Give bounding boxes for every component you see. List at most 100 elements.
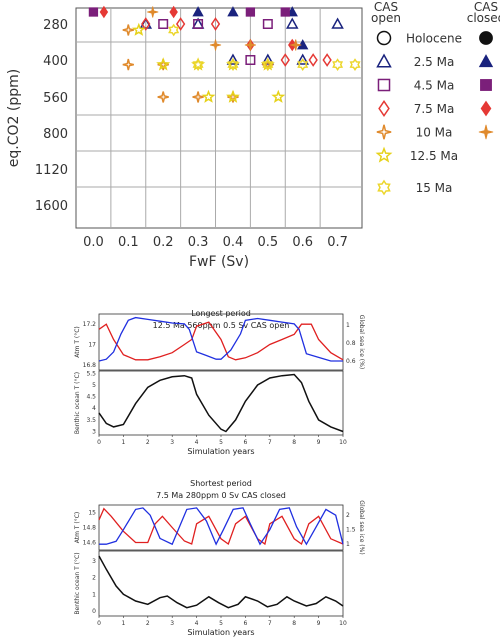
x-tick-label: 0 [97, 439, 101, 446]
x-tick-label: 0.7 [327, 235, 348, 250]
x-tick-label: 8 [292, 620, 296, 627]
data-point [158, 19, 169, 29]
right-tick-label: 0.6 [346, 358, 356, 365]
x-tick-label: 9 [317, 439, 321, 446]
left-tick-label: 14.8 [83, 525, 97, 532]
data-point [192, 58, 204, 71]
left-tick-label: 14.6 [83, 540, 97, 547]
data-point [322, 53, 332, 67]
data-point [192, 91, 204, 103]
data-point [280, 53, 290, 67]
top-right-axis-label: Global sea ice (%) [358, 315, 365, 369]
right-tick-label: 1 [346, 322, 350, 329]
panel-subtitle: 7.5 Ma 280ppm 0 Sv CAS closed [156, 491, 286, 500]
data-point [262, 58, 274, 71]
data-point [226, 53, 240, 65]
data-point [209, 39, 222, 51]
x-tick-label: 7 [268, 439, 272, 446]
y-tick-label: 1600 [35, 199, 68, 214]
data-point [271, 89, 286, 103]
bottom-tick-label: 2 [92, 575, 96, 582]
bottom-tick-label: 1 [92, 591, 96, 598]
data-point [244, 39, 256, 51]
data-point [261, 53, 275, 65]
legend-label: 4.5 Ma [414, 79, 455, 93]
data-point [193, 19, 204, 29]
data-point [280, 7, 290, 17]
data-point [245, 55, 256, 65]
panel-title: Shortest period [190, 479, 252, 488]
data-point [131, 22, 146, 36]
right-tick-label: 1.5 [346, 527, 356, 534]
data-point [331, 17, 344, 29]
data-point [285, 17, 299, 29]
x-tick-label: 0.5 [257, 235, 278, 250]
x-tick-label: 1 [121, 620, 125, 627]
data-point [226, 89, 240, 103]
bottom-tick-label: 4.5 [86, 394, 96, 401]
x-tick-label: 0.4 [223, 235, 244, 250]
x-tick-label: 2 [146, 620, 150, 627]
data-point [175, 17, 186, 31]
legend-label: 7.5 Ma [414, 102, 455, 116]
data-point [332, 58, 344, 71]
left-tick-label: 15 [88, 510, 96, 517]
legend-marker-open [377, 78, 391, 92]
data-point [262, 19, 273, 29]
right-tick-label: 2 [346, 512, 350, 519]
x-tick-label: 10 [339, 620, 347, 627]
data-point [227, 58, 239, 71]
top-panel-frame [98, 313, 344, 371]
plot-frame [75, 7, 363, 229]
data-point [296, 53, 309, 65]
x-tick-label: 10 [339, 439, 347, 446]
bottom-tick-label: 3.5 [86, 417, 96, 424]
bottom-tick-label: 0 [92, 608, 96, 615]
series-line [98, 555, 344, 609]
data-point [290, 39, 302, 51]
data-point [210, 17, 221, 31]
series-line [98, 316, 343, 362]
panel-subtitle: 12.5 Ma 560ppm 0.5 Sv CAS open [153, 321, 290, 330]
left-tick-label: 16.8 [83, 362, 97, 369]
x-tick-label: 3 [170, 620, 174, 627]
y-axis-label: eq.CO2 (ppm) [6, 69, 22, 167]
x-tick-label: 9 [317, 620, 321, 627]
x-tick-label: 2 [146, 439, 150, 446]
data-point [297, 58, 309, 71]
x-tick-label: 8 [292, 439, 296, 446]
data-point [99, 5, 109, 19]
x-tick-label: 0.6 [292, 235, 313, 250]
legend-header-closed: closed [467, 11, 500, 25]
legend-marker-open [378, 100, 390, 117]
legend-label: Holocene [406, 32, 462, 46]
series-line [98, 507, 344, 546]
data-point [122, 24, 134, 36]
bottom-tick-label: 5.5 [86, 370, 96, 377]
bottom-axis-label: Benthic ocean T (°C) [74, 552, 81, 614]
x-tick-label: 6 [243, 620, 247, 627]
bottom-tick-label: 3 [92, 429, 96, 436]
left-tick-label: 17.2 [83, 321, 97, 328]
data-point [147, 6, 159, 18]
y-tick-label: 280 [43, 18, 68, 33]
x-tick-label: 4 [195, 620, 199, 627]
y-tick-label: 560 [43, 91, 68, 106]
legend-label: 10 Ma [416, 126, 453, 140]
x-tick-label: 0.1 [118, 235, 139, 250]
data-point [192, 6, 204, 17]
data-point [88, 7, 99, 17]
legend-marker-open [376, 124, 392, 140]
x-axis-label: Simulation years [187, 628, 254, 637]
legend-marker-closed [480, 100, 492, 117]
data-point [227, 91, 239, 103]
data-point [349, 58, 361, 71]
y-tick-label: 1120 [35, 163, 68, 178]
data-point [141, 17, 151, 31]
data-point [157, 58, 169, 71]
legend-marker-open [375, 146, 393, 163]
data-point [245, 7, 256, 17]
bottom-tick-label: 5 [92, 382, 96, 389]
x-tick-label: 3 [170, 439, 174, 446]
